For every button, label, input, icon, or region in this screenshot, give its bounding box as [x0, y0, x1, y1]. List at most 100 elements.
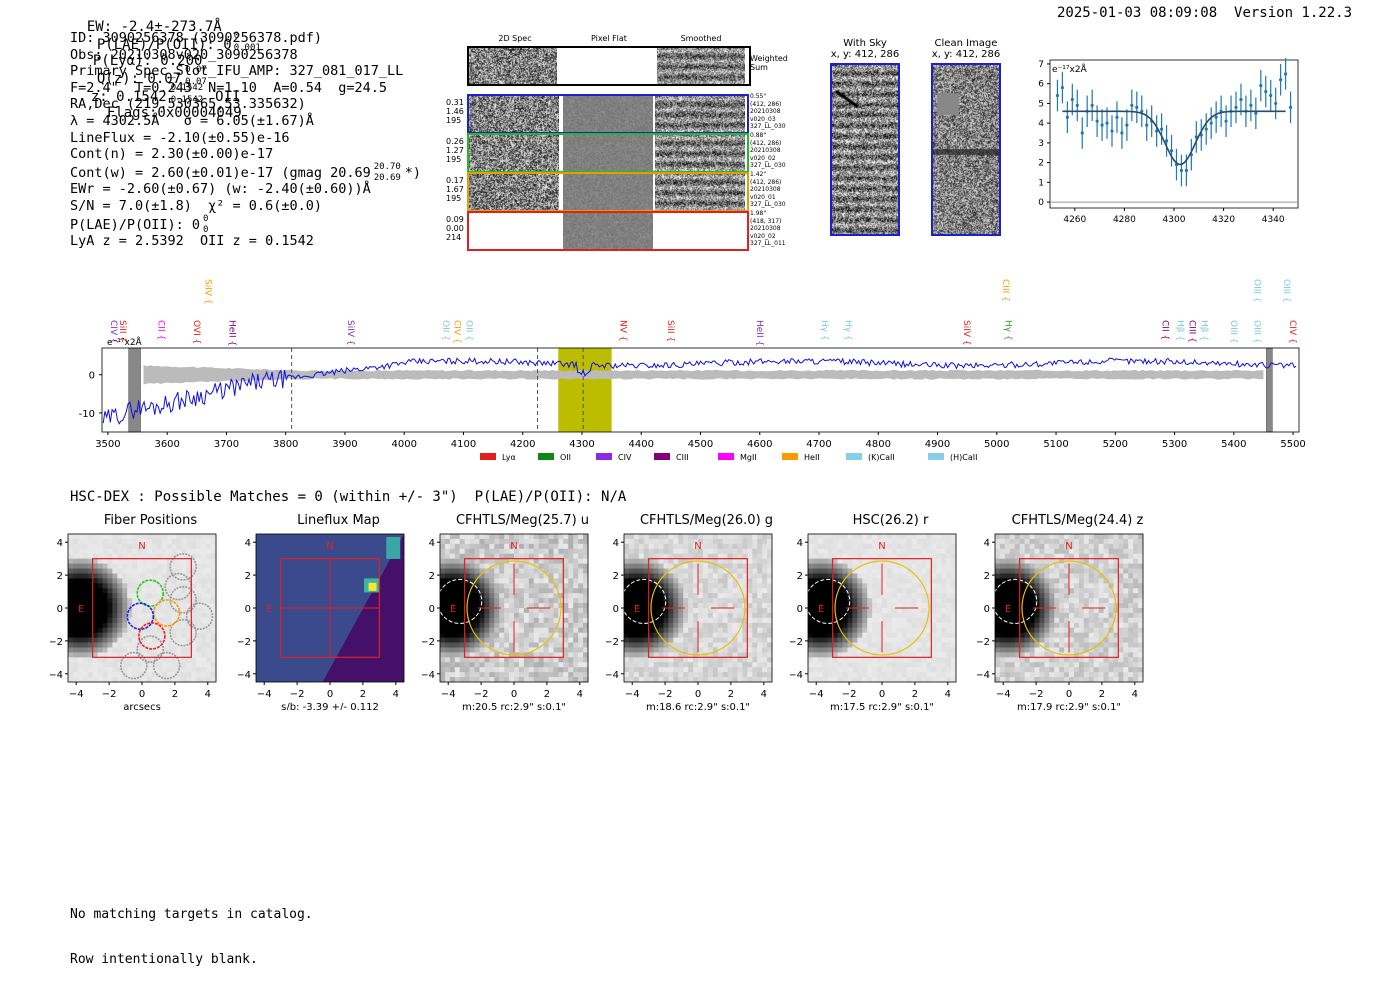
panel-pixel — [1014, 534, 1021, 540]
panel-pixel — [518, 538, 525, 545]
panel-pixel — [469, 598, 475, 604]
panel-xtick-label: 4 — [393, 689, 399, 700]
panel-pixel — [707, 622, 714, 629]
panel-pixel — [653, 593, 659, 599]
panel-pixel — [668, 553, 674, 560]
panel-pixel — [658, 647, 664, 653]
panel-pixel — [683, 632, 689, 638]
panel-pixel — [624, 534, 630, 540]
panel-pixel — [444, 677, 451, 683]
panel-pixel — [156, 583, 163, 589]
panel-pixel — [151, 553, 158, 560]
panel-pixel — [97, 603, 103, 609]
panel-pixel — [673, 583, 679, 589]
panel-xtick-label: 0 — [327, 689, 333, 700]
panel-pixel — [936, 672, 942, 678]
panel-pixel — [1044, 642, 1050, 648]
panel-pixel — [901, 608, 908, 614]
panel-pixel — [72, 548, 79, 555]
panel-pixel — [737, 662, 743, 668]
panel-pixel — [161, 543, 168, 550]
panel-pixel — [578, 543, 584, 550]
panel-pixel — [837, 608, 843, 614]
panel-pixel — [633, 534, 640, 540]
panel-pixel — [1014, 612, 1021, 619]
panel-pixel — [523, 583, 530, 589]
panel-pixel — [663, 647, 669, 653]
panel-pixel — [683, 617, 689, 624]
panel-pixel — [583, 603, 589, 609]
panel-pixel — [514, 573, 520, 579]
panel-pixel — [444, 647, 451, 653]
panel-pixel — [514, 608, 520, 614]
panel-pixel — [459, 548, 466, 555]
aperture-circle — [466, 560, 562, 656]
panel-pixel — [440, 534, 446, 540]
panel-pixel — [999, 563, 1006, 569]
panel-pixel — [822, 652, 829, 658]
panel-pixel — [916, 538, 922, 545]
panel-pixel — [999, 642, 1006, 648]
panel-pixel — [151, 672, 158, 678]
panel-pixel — [737, 534, 743, 540]
panel-pixel — [727, 598, 733, 604]
panel-pixel — [1098, 608, 1104, 614]
panel-pixel — [678, 603, 684, 609]
panel-pixel — [97, 617, 103, 624]
panel-pixel — [1009, 637, 1016, 643]
panel-pixel — [1054, 598, 1060, 604]
panel-pixel — [1039, 593, 1045, 599]
panel-pixel — [504, 534, 510, 540]
panel-pixel — [146, 672, 153, 678]
panel-pixel — [1024, 667, 1030, 673]
panel-pixel — [663, 642, 669, 648]
panel-pixel — [469, 603, 475, 609]
panel-pixel — [72, 538, 79, 545]
panel-pixel — [722, 578, 728, 584]
panel-pixel — [717, 603, 724, 609]
panel-pixel — [1014, 647, 1021, 653]
panel-pixel — [127, 677, 133, 683]
panel-pixel — [171, 632, 177, 638]
panel-pixel — [77, 588, 84, 594]
panel-pixel — [1039, 652, 1045, 658]
panel-pixel — [191, 563, 197, 569]
panel-pixel — [211, 578, 217, 584]
panel-pixel — [444, 612, 451, 619]
panel-pixel — [191, 548, 197, 555]
panel-pixel — [812, 573, 819, 579]
panel-pixel — [951, 598, 957, 604]
panel-pixel — [1039, 667, 1045, 673]
panel-pixel — [663, 573, 669, 579]
panel-pixel — [628, 647, 635, 653]
panel-pixel — [906, 538, 912, 545]
panel-pixel — [186, 538, 192, 545]
panel-pixel — [1103, 662, 1109, 668]
panel-pixel — [822, 558, 829, 564]
panel-pixel — [643, 662, 650, 668]
panel-pixel — [102, 642, 108, 648]
panel-pixel — [628, 677, 635, 683]
panel-pixel — [127, 617, 133, 624]
spectrum-line-label: SiIV { — [961, 320, 971, 346]
panel-pixel — [568, 568, 574, 574]
panel-pixel — [936, 543, 942, 550]
panel-pixel — [877, 662, 883, 668]
panel-pixel — [817, 593, 824, 599]
panel-pixel — [921, 573, 927, 579]
panel-pixel — [732, 534, 738, 540]
panel-pixel — [827, 617, 834, 624]
panel-pixel — [176, 573, 182, 579]
panel-pixel — [896, 677, 903, 683]
panel-pixel — [201, 608, 207, 614]
panel-pixel — [1093, 534, 1099, 540]
panel-pixel — [1049, 608, 1055, 614]
panel-pixel — [1064, 573, 1070, 579]
panel-pixel — [161, 627, 168, 634]
panel-pixel — [872, 677, 878, 683]
panel-pixel — [122, 612, 128, 619]
panel-pixel — [852, 578, 858, 584]
panel-pixel — [877, 578, 883, 584]
panel-pixel — [72, 657, 79, 663]
panel-pixel — [732, 637, 738, 643]
